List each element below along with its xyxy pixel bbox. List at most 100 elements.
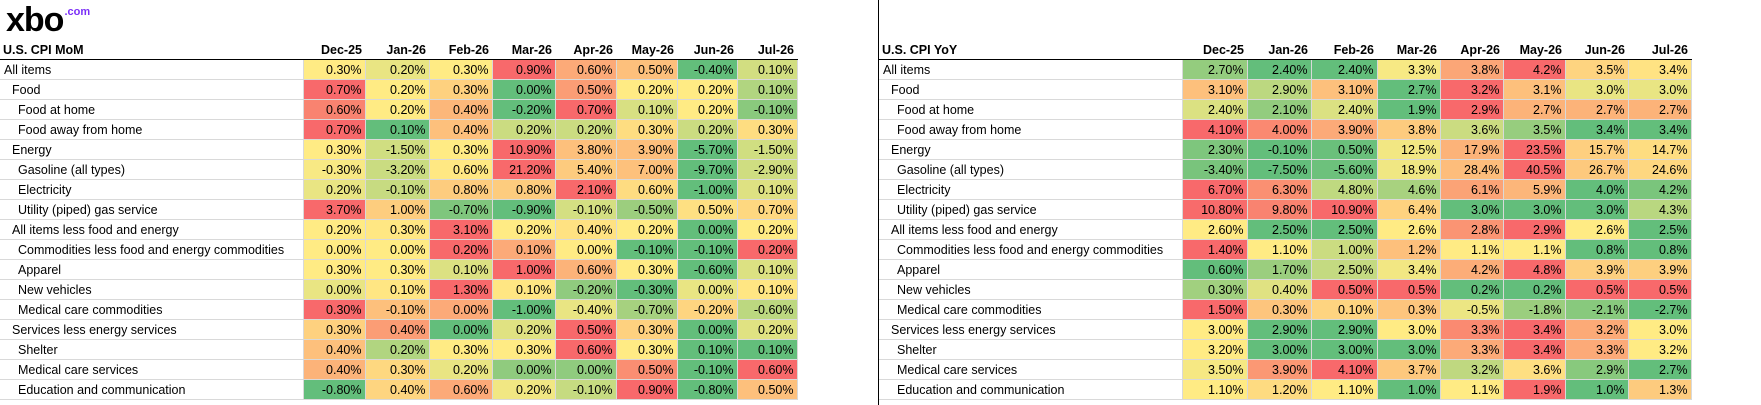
- data-cell: 0.2%: [1503, 279, 1566, 300]
- row-label: Electricity: [879, 179, 1183, 200]
- data-cell: 0.60%: [737, 359, 798, 380]
- data-cell: 0.30%: [303, 319, 366, 340]
- data-cell: 0.2%: [1440, 279, 1504, 300]
- row-label: Energy: [879, 139, 1183, 160]
- data-cell: 0.30%: [492, 339, 556, 360]
- data-cell: 0.20%: [429, 239, 493, 260]
- table-row: Food at home 0.60% 0.20% 0.40% -0.20% 0.70% 0.…: [0, 99, 798, 120]
- data-cell: 4.3%: [1628, 199, 1692, 220]
- data-cell: 3.0%: [1628, 319, 1692, 340]
- data-cell: 0.20%: [365, 79, 430, 100]
- data-cell: 0.20%: [737, 239, 798, 260]
- table-row: Services less energy services 0.30% 0.40% 0…: [0, 319, 798, 340]
- data-cell: 2.60%: [1182, 219, 1248, 240]
- row-label: Services less energy services: [0, 319, 304, 340]
- column-header: Jan-26: [365, 40, 429, 60]
- data-cell: -0.90%: [492, 199, 556, 220]
- data-cell: 0.20%: [555, 119, 617, 140]
- data-cell: 3.50%: [1182, 359, 1248, 380]
- data-cell: 3.0%: [1628, 79, 1692, 100]
- data-cell: 0.10%: [1311, 299, 1378, 320]
- row-label: Commodities less food and energy commodi…: [0, 239, 304, 260]
- data-cell: 0.30%: [616, 339, 678, 360]
- column-header: Jul-26: [1628, 40, 1691, 60]
- row-label: Food away from home: [0, 119, 304, 140]
- data-cell: -1.50%: [365, 139, 430, 160]
- data-cell: 4.10%: [1311, 359, 1378, 380]
- data-cell: 0.00%: [303, 279, 366, 300]
- data-cell: 0.60%: [555, 339, 617, 360]
- data-cell: 3.90%: [1247, 359, 1312, 380]
- data-cell: 0.50%: [737, 379, 798, 400]
- table-row: Apparel 0.60% 1.70% 2.50% 3.4% 4.2% 4.8% 3.9% 3.…: [879, 259, 1692, 280]
- data-cell: 2.90%: [1247, 319, 1312, 340]
- table-row: Services less energy services 3.00% 2.90% 2…: [879, 319, 1692, 340]
- data-cell: -2.7%: [1628, 299, 1692, 320]
- data-cell: 0.20%: [492, 219, 556, 240]
- data-cell: 4.8%: [1503, 259, 1566, 280]
- data-cell: 0.60%: [429, 379, 493, 400]
- data-cell: 0.40%: [303, 339, 366, 360]
- data-cell: 0.60%: [555, 259, 617, 280]
- data-cell: -0.80%: [677, 379, 738, 400]
- data-cell: 3.6%: [1440, 119, 1504, 140]
- data-cell: 1.9%: [1377, 99, 1441, 120]
- data-cell: 0.40%: [303, 359, 366, 380]
- data-cell: 1.1%: [1503, 239, 1566, 260]
- data-cell: 3.90%: [616, 139, 678, 160]
- data-cell: -0.80%: [303, 379, 366, 400]
- data-cell: 0.00%: [365, 239, 430, 260]
- data-cell: 0.20%: [492, 119, 556, 140]
- data-cell: 0.80%: [492, 179, 556, 200]
- row-label: Medical care commodities: [879, 299, 1183, 320]
- row-label: New vehicles: [879, 279, 1183, 300]
- row-label: Food: [879, 79, 1183, 100]
- logo-suffix: .com: [64, 6, 91, 18]
- data-cell: 0.20%: [737, 319, 798, 340]
- data-cell: 2.5%: [1628, 219, 1692, 240]
- data-cell: 0.10%: [365, 279, 430, 300]
- row-label: Medical care commodities: [0, 299, 304, 320]
- column-header: Feb-26: [429, 40, 492, 60]
- column-header: Jul-26: [737, 40, 797, 60]
- data-cell: 1.1%: [1440, 239, 1504, 260]
- data-cell: 2.40%: [1182, 99, 1248, 120]
- data-cell: 0.60%: [303, 99, 366, 120]
- data-cell: -5.70%: [677, 139, 738, 160]
- table-row: Gasoline (all types) -0.30% -3.20% 0.60% 21.…: [0, 159, 798, 180]
- data-cell: 0.00%: [429, 299, 493, 320]
- data-cell: 2.9%: [1440, 99, 1504, 120]
- data-cell: 0.10%: [677, 339, 738, 360]
- data-cell: 0.10%: [737, 279, 798, 300]
- data-cell: 24.6%: [1628, 159, 1692, 180]
- data-cell: 3.20%: [1182, 339, 1248, 360]
- table-row: Food 3.10% 2.90% 3.10% 2.7% 3.2% 3.1% 3.0% 3.0%: [879, 79, 1692, 100]
- data-cell: -0.10%: [677, 239, 738, 260]
- data-cell: 1.50%: [1182, 299, 1248, 320]
- data-cell: -0.20%: [677, 299, 738, 320]
- data-cell: 3.7%: [1377, 359, 1441, 380]
- data-cell: 0.10%: [737, 59, 798, 80]
- data-cell: 1.70%: [1247, 259, 1312, 280]
- data-cell: 4.2%: [1503, 59, 1566, 80]
- data-cell: 3.8%: [1377, 119, 1441, 140]
- data-cell: 0.50%: [1311, 279, 1378, 300]
- table-title: U.S. CPI YoY: [879, 40, 1182, 60]
- column-header: Feb-26: [1311, 40, 1377, 60]
- data-cell: 3.10%: [1311, 79, 1378, 100]
- data-cell: 0.90%: [492, 59, 556, 80]
- data-cell: 0.10%: [737, 259, 798, 280]
- data-cell: 3.2%: [1628, 339, 1692, 360]
- data-cell: 0.20%: [365, 339, 430, 360]
- data-cell: 0.20%: [365, 99, 430, 120]
- column-header: Mar-26: [492, 40, 555, 60]
- table-row: Food away from home 0.70% 0.10% 0.40% 0.20% 0…: [0, 119, 798, 140]
- data-cell: -1.00%: [492, 299, 556, 320]
- data-cell: 0.00%: [303, 239, 366, 260]
- table-row: Commodities less food and energy commodi…: [0, 239, 798, 260]
- data-cell: 0.10%: [365, 119, 430, 140]
- data-cell: 3.9%: [1628, 259, 1692, 280]
- data-cell: 0.30%: [1182, 279, 1248, 300]
- row-label: All items less food and energy: [879, 219, 1183, 240]
- data-cell: 3.00%: [1311, 339, 1378, 360]
